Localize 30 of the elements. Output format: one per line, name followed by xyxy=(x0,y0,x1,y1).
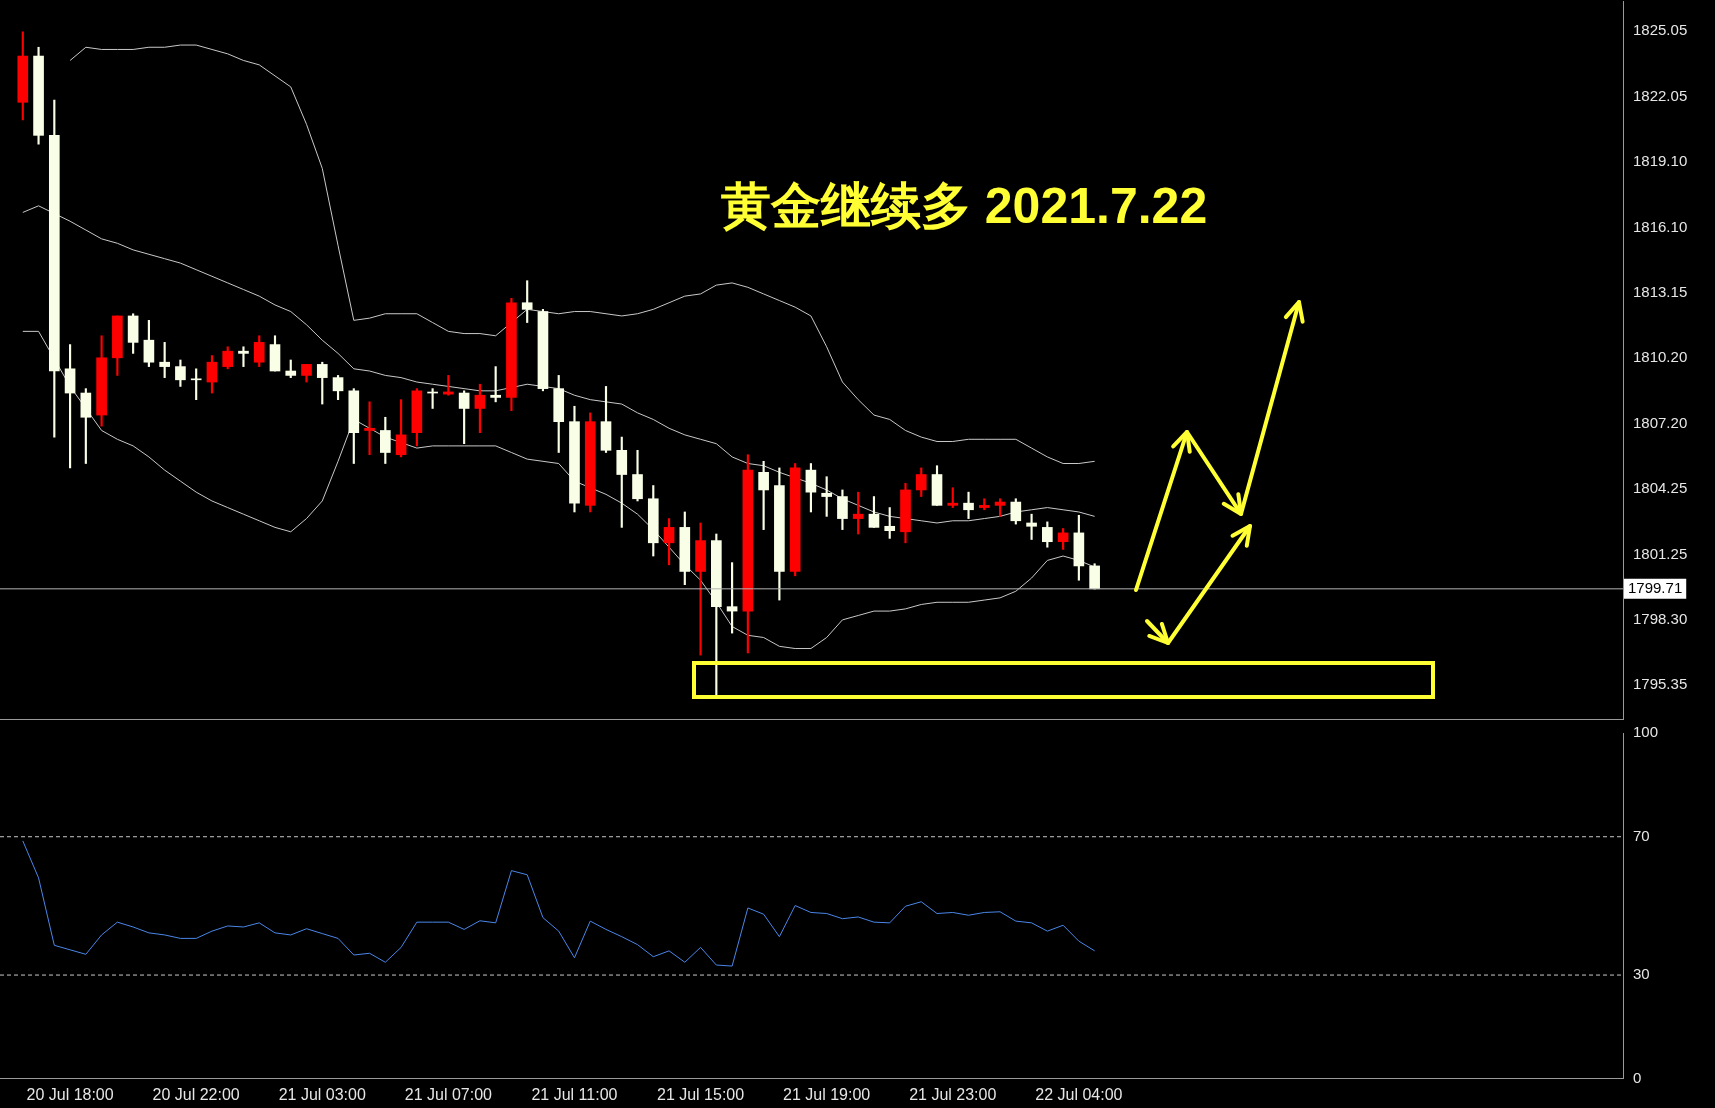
y-tick-label: 1810.20 xyxy=(1633,347,1688,365)
ref-line-label: 1799.71 xyxy=(1628,578,1683,596)
x-tick-label: 21 Jul 19:00 xyxy=(783,1085,871,1103)
y-tick-label: 30 xyxy=(1633,965,1650,983)
x-tick-label: 21 Jul 11:00 xyxy=(531,1085,618,1103)
y-tick-label: 70 xyxy=(1633,826,1650,844)
x-tick-label: 20 Jul 22:00 xyxy=(152,1085,240,1103)
y-tick-label: 1798.30 xyxy=(1633,610,1688,628)
x-tick-label: 21 Jul 07:00 xyxy=(404,1085,493,1103)
x-tick-label: 22 Jul 04:00 xyxy=(1035,1085,1123,1103)
x-tick-label: 21 Jul 15:00 xyxy=(656,1085,745,1103)
candlestick xyxy=(963,491,974,519)
y-tick-label: 1804.25 xyxy=(1633,478,1688,496)
text: 黄金继续多 2021.7.22 xyxy=(720,178,1208,234)
x-tick-label: 21 Jul 23:00 xyxy=(909,1085,997,1103)
y-tick-label: 100 xyxy=(1633,723,1659,741)
candlestick xyxy=(238,346,249,367)
y-tick-label: 1825.05 xyxy=(1633,20,1688,38)
candlestick xyxy=(364,401,375,456)
y-tick-label: 1813.15 xyxy=(1633,282,1688,300)
x-tick-label: 20 Jul 18:00 xyxy=(26,1085,114,1103)
y-tick-label: 0 xyxy=(1633,1068,1642,1086)
y-tick-label: 1816.10 xyxy=(1633,217,1688,235)
y-tick-label: 1822.05 xyxy=(1633,86,1688,104)
x-tick-label: 21 Jul 03:00 xyxy=(278,1085,366,1103)
y-tick-label: 1819.10 xyxy=(1633,151,1688,169)
candlestick xyxy=(695,522,706,656)
y-tick-label: 1795.35 xyxy=(1633,675,1688,692)
y-tick-label: 1801.25 xyxy=(1633,545,1688,563)
y-tick-label: 1807.20 xyxy=(1633,414,1688,432)
